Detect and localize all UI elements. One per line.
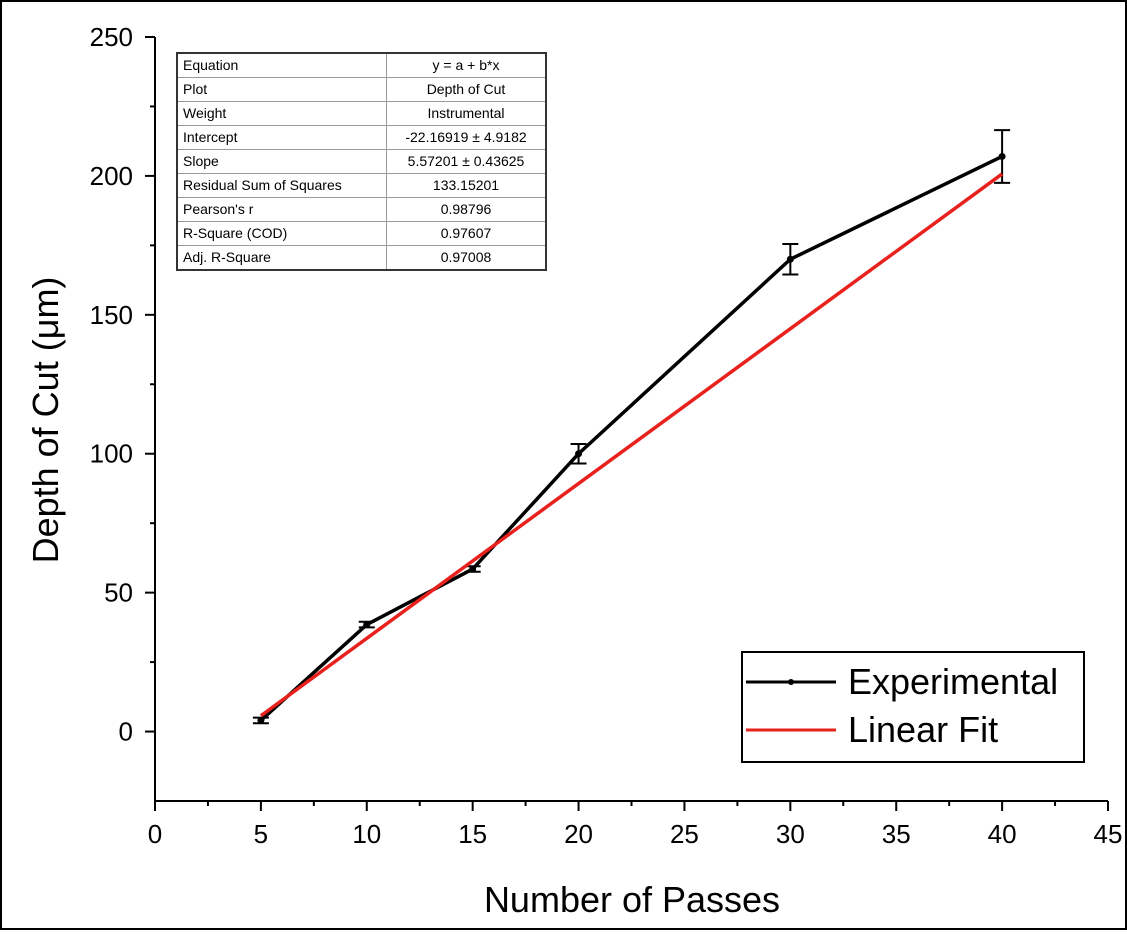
y-tick-label: 0 [119, 717, 133, 747]
fit-table-key: Adj. R-Square [176, 245, 387, 271]
y-tick-label: 250 [90, 22, 133, 52]
y-tick-label: 50 [104, 578, 133, 608]
series-line-experimental [259, 154, 1003, 722]
fit-table-value: 0.98796 [386, 197, 547, 222]
fit-table-key: Pearson's r [176, 197, 387, 222]
fit-table-value: 5.57201 ± 0.43625 [386, 149, 547, 174]
x-tick-label: 5 [254, 819, 268, 849]
fit-table-value: Depth of Cut [386, 77, 547, 102]
x-tick-label: 45 [1094, 819, 1123, 849]
data-point [363, 621, 371, 629]
legend-box [741, 651, 1085, 763]
fit-table-row: Plot Depth of Cut [176, 77, 547, 102]
axes: 0 5 10 15 20 25 30 35 40 45 0 50 100 150 200 250 [90, 22, 1123, 849]
x-tick-label: 10 [352, 819, 381, 849]
y-axis-label: Depth of Cut (μm) [25, 277, 66, 564]
fit-table-row: Intercept -22.16919 ± 4.9182 [176, 125, 547, 150]
data-point [257, 716, 265, 724]
fit-table-key: Equation [176, 52, 387, 78]
data-point [469, 565, 477, 573]
series-line-linear-fit [259, 172, 1004, 718]
fit-table-value: -22.16919 ± 4.9182 [386, 125, 547, 150]
x-tick-label: 25 [670, 819, 699, 849]
data-point [998, 152, 1006, 160]
fit-table-row: Equation y = a + b*x [176, 52, 547, 78]
fit-statistics-table: Equation y = a + b*x Plot Depth of Cut Weigh… [176, 52, 547, 271]
plot-area [252, 129, 1011, 725]
fit-table-row: Pearson's r 0.98796 [176, 197, 547, 222]
x-tick-label: 20 [564, 819, 593, 849]
fit-table-value: y = a + b*x [386, 52, 547, 78]
fit-table-key: Weight [176, 101, 387, 126]
fit-table-row: Weight Instrumental [176, 101, 547, 126]
legend-label-linear-fit: Linear Fit [848, 709, 998, 750]
data-point [786, 255, 794, 263]
fit-table-value: 133.15201 [386, 173, 547, 198]
fit-table-value: Instrumental [386, 101, 547, 126]
fit-table-row: Slope 5.57201 ± 0.43625 [176, 149, 547, 174]
fit-table-row: Adj. R-Square 0.97008 [176, 245, 547, 271]
fit-table-value: 0.97008 [386, 245, 547, 271]
x-axis-label: Number of Passes [484, 879, 780, 920]
fit-table-key: Residual Sum of Squares [176, 173, 387, 198]
y-tick-label: 150 [90, 300, 133, 330]
fit-table-key: Slope [176, 149, 387, 174]
fit-table-key: Plot [176, 77, 387, 102]
fit-table-row: Residual Sum of Squares 133.15201 [176, 173, 547, 198]
x-tick-label: 40 [988, 819, 1017, 849]
x-tick-label: 15 [458, 819, 487, 849]
legend-marker-experimental [788, 679, 794, 685]
x-tick-label: 35 [882, 819, 911, 849]
fit-table-row: R-Square (COD) 0.97607 [176, 221, 547, 246]
fit-table-key: Intercept [176, 125, 387, 150]
x-tick-label: 30 [776, 819, 805, 849]
data-point [575, 450, 583, 458]
legend-label-experimental: Experimental [848, 661, 1058, 702]
fit-table-key: R-Square (COD) [176, 221, 387, 246]
legend: Experimental Linear Fit [741, 651, 1085, 763]
y-tick-label: 100 [90, 439, 133, 469]
x-tick-label: 0 [148, 819, 162, 849]
fit-table-value: 0.97607 [386, 221, 547, 246]
y-tick-label: 200 [90, 161, 133, 191]
